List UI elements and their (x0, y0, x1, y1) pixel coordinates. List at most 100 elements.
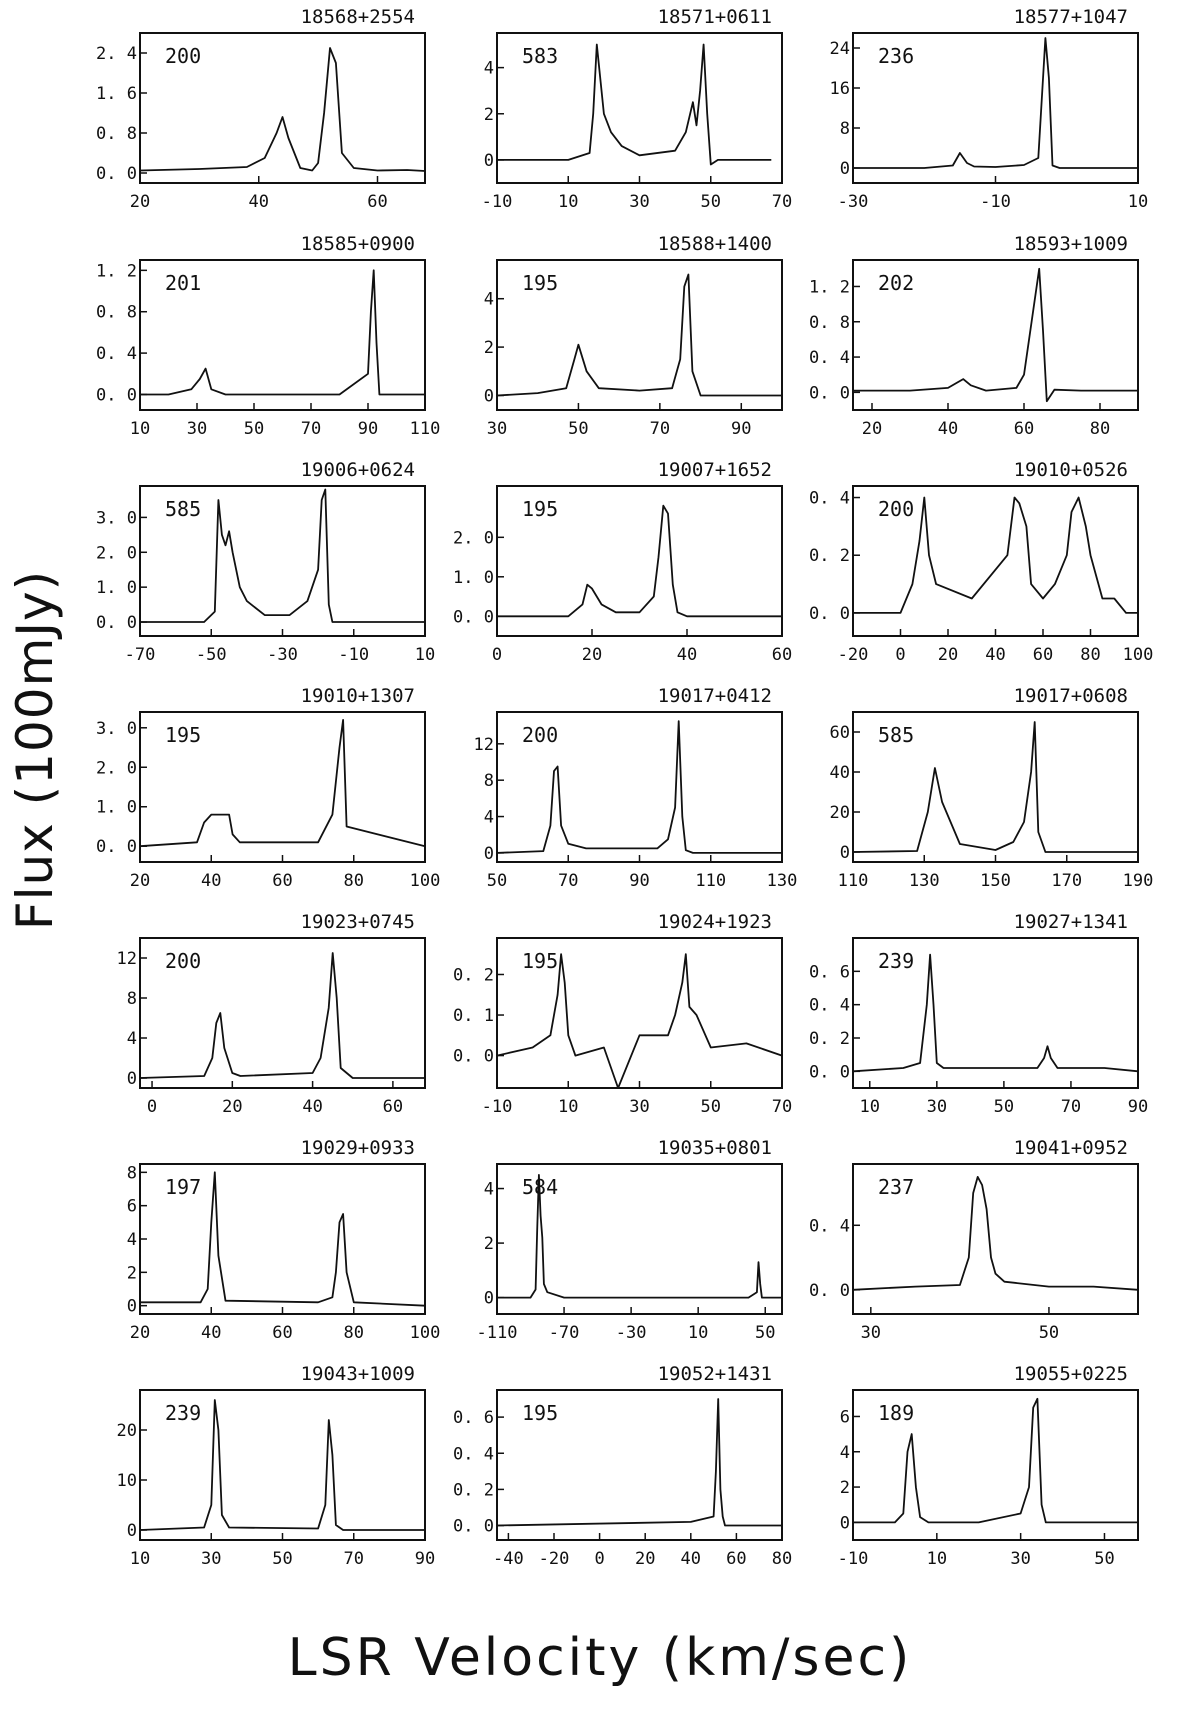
panel: 10 30 50 70 90 110 0. 0 0. 4 0. 8 1. 2 18585+0900 2… (96, 233, 440, 439)
x-tick-label: 50 (994, 1097, 1014, 1117)
panel-number-label: 239 (878, 949, 914, 973)
x-tick-label: 70 (650, 419, 670, 439)
panel-frame (852, 1163, 1139, 1315)
panel-number-label: 200 (165, 949, 201, 973)
x-tick-label: 30 (927, 1097, 947, 1117)
x-tick-label: 80 (772, 1549, 792, 1569)
panel: 50 70 90 110 130 0 4 8 12 19017+0412 200 (474, 685, 798, 891)
y-tick-label: 3. 0 (96, 508, 137, 528)
y-tick-label: 0. 0 (453, 1047, 494, 1067)
x-tick-label: 10 (558, 192, 578, 212)
x-tick-label: -50 (196, 645, 227, 665)
x-tick-label: 60 (726, 1549, 746, 1569)
x-tick-label: 100 (1123, 645, 1154, 665)
panel-title: 19010+0526 (1014, 459, 1128, 481)
x-tick-label: 50 (568, 419, 588, 439)
x-tick-label: 80 (1080, 645, 1100, 665)
series-line (140, 488, 425, 623)
panel: 30 50 70 90 0 2 4 18588+1400 195 (484, 233, 783, 439)
x-tick-label: -20 (539, 1549, 570, 1569)
x-tick-label: 80 (344, 871, 364, 891)
panel-number-label: 200 (522, 723, 558, 747)
x-tick-label: 60 (1033, 645, 1053, 665)
panel-number-label: 237 (878, 1175, 914, 1199)
y-tick-label: 0. 4 (809, 489, 850, 509)
x-tick-label: 90 (731, 419, 751, 439)
x-tick-label: 40 (677, 645, 697, 665)
x-tick-label: -30 (616, 1323, 647, 1343)
series-line (139, 1399, 425, 1531)
y-tick-label: 0. 2 (453, 965, 494, 985)
x-tick-label: 70 (772, 1097, 792, 1117)
y-tick-label: 3. 0 (96, 719, 137, 739)
panel-frame (852, 1389, 1139, 1541)
y-tick-label: 0. 0 (96, 613, 137, 633)
x-tick-label: 40 (302, 1097, 322, 1117)
panel: 20 40 60 80 100 0. 0 1. 0 2. 0 3. 0 19010+1307 195 (96, 685, 440, 891)
panel-title: 19041+0952 (1014, 1137, 1128, 1159)
x-tick-label: 130 (909, 871, 940, 891)
y-tick-label: 4 (484, 1180, 494, 1200)
series-line (852, 953, 1139, 1073)
panel: 30 50 0. 0 0. 4 19041+0952 237 (809, 1137, 1139, 1343)
x-tick-label: 70 (558, 871, 578, 891)
y-tick-label: 0. 2 (809, 546, 850, 566)
panel-frame (496, 1163, 783, 1315)
series-line (853, 37, 1138, 169)
panel: 20 40 60 0. 0 0. 8 1. 6 2. 4 18568+2554 200 (96, 6, 426, 212)
y-tick-label: 2 (840, 1478, 850, 1498)
x-tick-label: 30 (201, 1549, 221, 1569)
x-tick-label: 10 (1128, 192, 1148, 212)
panel-frame (139, 32, 426, 184)
y-tick-label: 24 (830, 39, 850, 59)
series-line (852, 1176, 1139, 1291)
x-tick-label: -10 (482, 1097, 513, 1117)
x-tick-label: 10 (927, 1549, 947, 1569)
y-tick-label: 1. 0 (96, 578, 137, 598)
y-tick-label: 0. 6 (809, 962, 850, 982)
series-line (496, 1398, 782, 1527)
panel-title: 18571+0611 (658, 6, 772, 28)
series-line (139, 952, 425, 1079)
x-tick-label: -30 (267, 645, 298, 665)
series-line (853, 1397, 1138, 1524)
panel: 20 40 60 80 0. 0 0. 4 0. 8 1. 2 18593+1009 202 (809, 233, 1139, 439)
y-tick-label: 2. 4 (96, 44, 137, 64)
panel: -70 -50 -30 -10 10 0. 0 1. 0 2. 0 3. 0 19006+0624… (96, 459, 435, 665)
x-tick-label: 110 (410, 419, 441, 439)
y-tick-label: 0 (484, 386, 494, 406)
x-tick-label: 0 (594, 1549, 604, 1569)
x-tick-label: 50 (701, 192, 721, 212)
x-tick-label: 20 (635, 1549, 655, 1569)
x-tick-label: 10 (688, 1323, 708, 1343)
panel-number-label: 239 (165, 1401, 201, 1425)
x-tick-label: 60 (272, 1323, 292, 1343)
x-tick-label: 90 (415, 1549, 435, 1569)
panel-number-label: 195 (522, 271, 558, 295)
y-tick-label: 0. 4 (809, 1216, 850, 1236)
x-tick-label: 80 (344, 1323, 364, 1343)
y-axis-label: Flux (100mJy) (6, 569, 64, 931)
y-tick-label: 1. 2 (96, 261, 137, 281)
panel: -20 0 20 40 60 80 100 0. 0 0. 2 0. 4 19010+0526 200 (809, 459, 1153, 665)
y-tick-label: 0. 4 (96, 344, 137, 364)
x-tick-label: 0 (895, 645, 905, 665)
panel-frame (852, 259, 1139, 411)
series-line (496, 720, 782, 854)
y-tick-label: 2. 0 (96, 543, 137, 563)
x-tick-label: -20 (838, 645, 869, 665)
series-line (139, 47, 426, 172)
series-line (496, 273, 782, 397)
panel-title: 19055+0225 (1014, 1363, 1128, 1385)
panel-title: 18593+1009 (1014, 233, 1128, 255)
x-axis-label: LSR Velocity (km/sec) (287, 1628, 913, 1688)
y-tick-label: 8 (127, 989, 137, 1009)
x-tick-label: 150 (980, 871, 1011, 891)
panel: 0 20 40 60 0. 0 1. 0 2. 0 19007+1652 195 (453, 459, 792, 665)
x-tick-label: 50 (755, 1323, 775, 1343)
panel-title: 19024+1923 (658, 911, 772, 933)
panel: 20 40 60 80 100 0 2 4 6 8 19029+0933 197 (127, 1137, 441, 1343)
series-line (496, 953, 783, 1089)
x-tick-label: 30 (861, 1323, 881, 1343)
y-tick-label: 0. 0 (809, 604, 850, 624)
